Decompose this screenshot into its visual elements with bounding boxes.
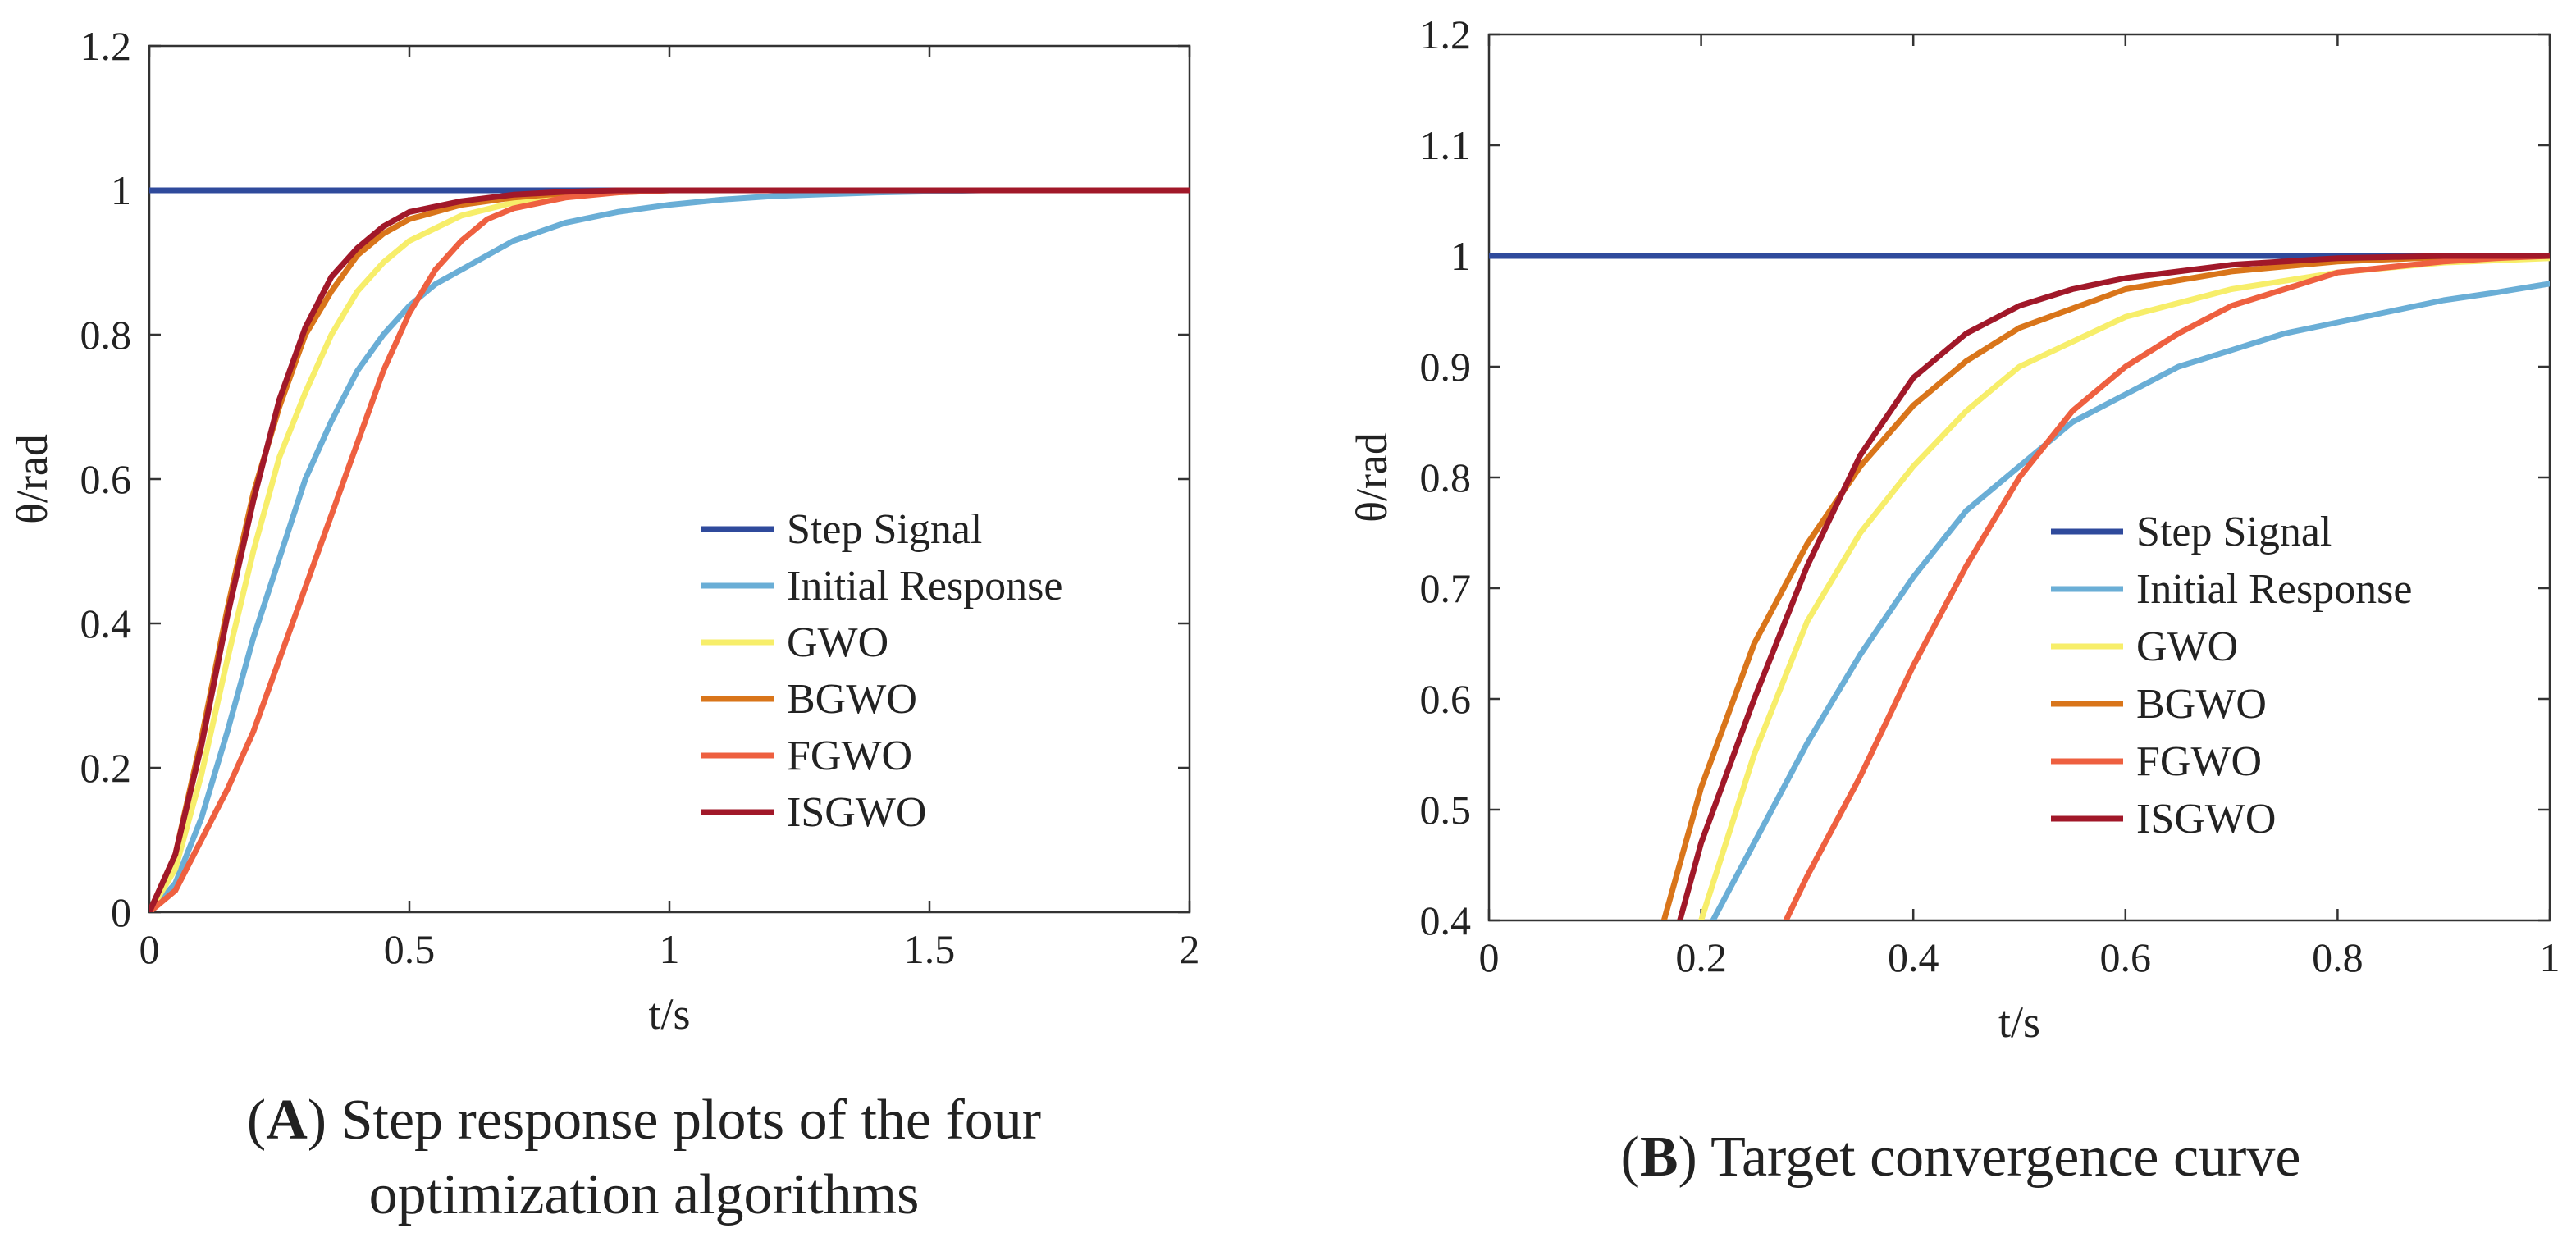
- x-tick-label: 0.8: [2312, 934, 2364, 980]
- legend-label: ISGWO: [787, 789, 926, 836]
- series-line-bgwo: [1660, 253, 2550, 920]
- legend-label: Initial Response: [787, 563, 1063, 610]
- caption-b-line1: Target convergence curve: [1710, 1125, 2301, 1189]
- series-line-isgwo: [1677, 253, 2550, 920]
- chart-b: 0 0.2 0.4 0.6 0.8 1 0.4 0.5 0.6 0.7 0.8 0.9 1 1.1 1.2 t…: [1347, 11, 2560, 1047]
- legend-label: ISGWO: [2136, 796, 2276, 842]
- y-tick-label: 0.4: [80, 600, 132, 646]
- chart-a: 0 0.5 1 1.5 2 0 0.2 0.4 0.6 0.8 1 1.2 t/s θ/rad Step S…: [7, 23, 1200, 1039]
- caption-b-letter: B: [1639, 1125, 1679, 1189]
- x-tick-label: 1: [660, 926, 680, 972]
- y-axis-label: θ/rad: [7, 434, 57, 524]
- series-line-isgwo: [149, 187, 1190, 912]
- series-line-fgwo: [149, 187, 1190, 912]
- series-line-bgwo: [149, 187, 1190, 912]
- x-tick-label: 1: [2540, 934, 2560, 980]
- x-axis-label: t/s: [1998, 998, 2040, 1047]
- x-tick-label: 1.5: [904, 926, 956, 972]
- series-line-initial-response: [1710, 281, 2550, 920]
- legend-label: GWO: [787, 619, 888, 666]
- series-group: [1489, 253, 2550, 920]
- caption-a-line1: Step response plots of the four: [340, 1089, 1042, 1152]
- y-tick-label: 0.4: [1420, 897, 1472, 943]
- y-tick-label: 0.6: [1420, 676, 1472, 722]
- x-tick-label: 0: [139, 926, 160, 972]
- legend-label: Initial Response: [2136, 566, 2413, 613]
- y-tick-label: 0.9: [1420, 344, 1472, 390]
- y-tick-label: 0.5: [1420, 787, 1472, 833]
- legend-label: BGWO: [787, 676, 917, 723]
- y-tick-label: 0.8: [1420, 454, 1472, 500]
- y-tick-label: 1: [111, 167, 131, 213]
- y-tick-label: 1.2: [80, 23, 132, 69]
- series-group: [149, 187, 1190, 912]
- legend-label: FGWO: [787, 733, 912, 779]
- y-tick-label: 1: [1450, 233, 1471, 279]
- legend: Step Signal Initial Response GWO BGWO FGWO IS…: [701, 506, 1063, 836]
- y-tick-label: 1.2: [1420, 11, 1472, 57]
- y-tick-label: 0.8: [80, 312, 132, 358]
- y-tick-label: 0.2: [80, 745, 132, 791]
- x-tick-label: 2: [1180, 926, 1200, 972]
- caption-b: (B) Target convergence curve: [1620, 1125, 2301, 1189]
- x-tick-label: 0.2: [1675, 934, 1727, 980]
- x-axis-label: t/s: [648, 989, 690, 1039]
- x-tick-label: 0.6: [2100, 934, 2152, 980]
- caption-a: (A) Step response plots of the four optim…: [246, 1089, 1042, 1226]
- legend-label: FGWO: [2136, 738, 2262, 785]
- legend-label: Step Signal: [2136, 509, 2332, 555]
- y-tick-label: 0: [111, 889, 131, 935]
- y-tick-label: 1.1: [1420, 122, 1472, 168]
- y-tick-label: 0.7: [1420, 565, 1472, 611]
- caption-a-letter: A: [266, 1089, 308, 1152]
- legend-label: Step Signal: [787, 506, 982, 553]
- x-tick-label: 0.5: [384, 926, 436, 972]
- y-tick-label: 0.6: [80, 456, 132, 502]
- legend: Step Signal Initial Response GWO BGWO FGWO IS…: [2051, 509, 2413, 842]
- legend-label: GWO: [2136, 623, 2238, 670]
- x-tick-label: 0: [1479, 934, 1500, 980]
- series-line-initial-response: [149, 187, 1190, 912]
- y-axis-label: θ/rad: [1347, 432, 1396, 523]
- series-line-fgwo: [1783, 253, 2550, 920]
- x-tick-label: 0.4: [1888, 934, 1939, 980]
- series-line-gwo: [149, 187, 1190, 912]
- series-line-gwo: [1698, 255, 2550, 920]
- caption-a-line2: optimization algorithms: [368, 1163, 920, 1226]
- legend-label: BGWO: [2136, 681, 2267, 728]
